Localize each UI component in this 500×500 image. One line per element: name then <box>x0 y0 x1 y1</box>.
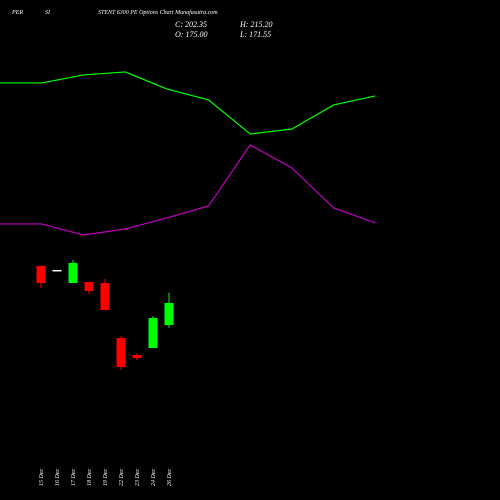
ohlc-label: C: 202.35 <box>175 20 207 29</box>
candle-body <box>68 262 78 283</box>
chart-title: PER <box>11 10 23 16</box>
x-tick-label: 19 Dec <box>103 469 109 486</box>
x-tick-label: 18 Dec <box>87 469 93 486</box>
x-tick-label: 16 Dec <box>55 469 61 486</box>
x-tick-label: 15 Dec <box>39 469 45 486</box>
candle-body <box>100 282 110 311</box>
candle-body <box>36 265 46 283</box>
candle-body <box>164 302 174 325</box>
candle-body <box>148 317 158 349</box>
candle-body <box>52 269 62 272</box>
ohlc-label: H: 215.20 <box>239 20 272 29</box>
ohlc-label: L: 171.55 <box>239 30 271 39</box>
x-tick-label: 17 Dec <box>71 469 77 486</box>
x-tick-label: 23 Dec <box>135 469 141 486</box>
x-tick-label: 22 Dec <box>119 469 125 486</box>
indicator-line <box>0 144 376 236</box>
indicator-line <box>0 71 376 135</box>
candle-body <box>84 281 94 291</box>
ohlc-label: O: 175.00 <box>175 30 207 39</box>
x-tick-label: 26 Dec <box>167 469 173 486</box>
chart-title: STENT 6300 PE Options Chart Munafasutra.… <box>98 9 218 16</box>
candle-body <box>132 355 142 358</box>
candle-body <box>116 338 126 367</box>
chart-title: SI <box>45 10 51 16</box>
x-tick-label: 24 Dec <box>150 469 157 486</box>
